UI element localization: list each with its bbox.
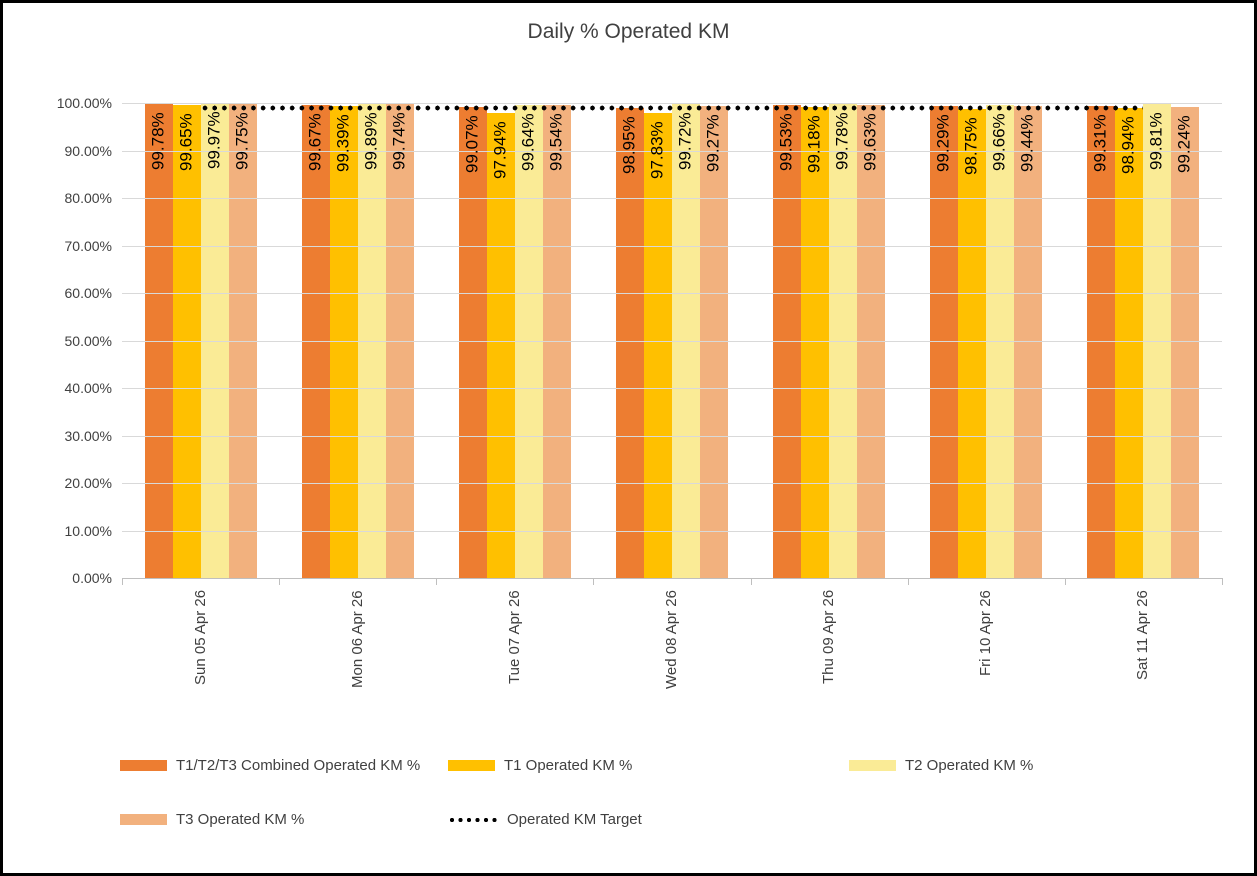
- y-axis-label: 90.00%: [64, 142, 112, 159]
- legend-item: T3 Operated KM %: [120, 811, 304, 828]
- legend-item: T1/T2/T3 Combined Operated KM %: [120, 757, 420, 774]
- legend-item: T2 Operated KM %: [849, 757, 1033, 774]
- bar-series-4: [542, 105, 571, 578]
- bar-series-2: [1115, 108, 1144, 578]
- bar-label: 99.39%: [333, 113, 353, 172]
- bar-label: 99.89%: [361, 111, 381, 170]
- axis-tick: [279, 578, 281, 585]
- bar-label: 99.72%: [675, 112, 695, 170]
- gridline: [122, 293, 1222, 294]
- axis-tick: [907, 578, 909, 585]
- bar-series-1: [1087, 106, 1116, 578]
- axis-tick: [750, 578, 752, 585]
- axis-tick: [1222, 578, 1223, 585]
- gridline: [122, 435, 1222, 437]
- axis-tick: [436, 578, 438, 585]
- y-axis-label: 40.00%: [64, 380, 112, 396]
- bar-label: 99.18%: [804, 114, 824, 173]
- chart-title: Daily % Operated KM: [527, 20, 730, 43]
- legend-label: T3 Operated KM %: [176, 811, 305, 828]
- bar-label: 99.75%: [232, 112, 252, 170]
- gridline: [122, 198, 1222, 199]
- bar-series-2: [329, 105, 358, 578]
- bar-label: 99.67%: [305, 112, 325, 171]
- bar-label: 99.54%: [546, 113, 566, 171]
- legend-swatch: [849, 760, 896, 771]
- x-axis-label: Thu 09 Apr 26: [819, 590, 837, 685]
- bar-series-2: [958, 108, 987, 578]
- bar-label: 99.53%: [776, 113, 796, 171]
- bar-label: 97.83%: [647, 121, 667, 179]
- target-line: [200, 104, 1144, 111]
- y-axis-label: 30.00%: [64, 427, 112, 444]
- bar-label: 99.31%: [1091, 114, 1111, 172]
- bar-label: 99.44%: [1017, 113, 1037, 172]
- gridline: [122, 103, 1222, 104]
- bar-series-4: [700, 106, 728, 578]
- bar-label: 99.97%: [204, 111, 224, 169]
- legend-dotted-swatch: [448, 816, 498, 823]
- bar-series-1: [616, 107, 644, 578]
- y-axis-label: 70.00%: [64, 237, 112, 254]
- bar-label: 99.81%: [1147, 111, 1167, 170]
- axis-tick: [1064, 578, 1066, 585]
- bar-series-4: [1014, 105, 1043, 578]
- legend-label: T1/T2/T3 Combined Operated KM %: [176, 757, 421, 774]
- x-axis-label: Wed 08 Apr 26: [662, 590, 680, 689]
- bar-series-4: [1171, 106, 1200, 578]
- bar-label: 99.29%: [933, 114, 953, 173]
- x-axis-label: Sun 05 Apr 26: [191, 590, 209, 686]
- bar-label: 98.75%: [961, 116, 981, 175]
- bar-series-1: [458, 107, 487, 578]
- legend-swatch: [120, 814, 167, 825]
- legend-label: T1 Operated KM %: [504, 757, 633, 774]
- y-axis-label: 50.00%: [64, 332, 112, 349]
- bar-label: 99.27%: [703, 114, 723, 173]
- bar-label: 99.24%: [1175, 114, 1195, 173]
- y-axis-label: 10.00%: [64, 522, 112, 539]
- legend-item: T1 Operated KM %: [448, 757, 632, 774]
- bar-label: 99.63%: [860, 112, 880, 171]
- bar-series-1: [930, 106, 959, 578]
- gridline: [122, 150, 1222, 152]
- legend-item: Operated KM Target: [448, 811, 642, 828]
- gridline: [122, 388, 1222, 389]
- bar-label: 99.74%: [389, 112, 409, 170]
- bar-series-1: [773, 105, 802, 578]
- legend-swatch: [448, 760, 495, 771]
- gridline: [122, 340, 1222, 342]
- gridline: [122, 245, 1222, 247]
- bar-label: 98.94%: [1119, 116, 1139, 174]
- bar-series-2: [644, 113, 672, 578]
- x-axis-label: Fri 10 Apr 26: [977, 590, 995, 676]
- y-axis-label: 20.00%: [64, 475, 112, 491]
- y-axis-label: 60.00%: [64, 285, 112, 301]
- bar-label: 99.64%: [518, 112, 538, 171]
- x-axis-label: Mon 06 Apr 26: [348, 590, 366, 688]
- bar-label: 99.07%: [462, 115, 482, 174]
- gridline: [122, 578, 1222, 579]
- x-axis-label: Tue 07 Apr 26: [505, 590, 523, 684]
- y-axis-label: 0.00%: [72, 570, 112, 586]
- bar-label: 99.78%: [832, 112, 852, 170]
- bar-series-2: [486, 112, 515, 578]
- bar-series-2: [801, 106, 830, 578]
- bar-label: 99.78%: [148, 112, 168, 170]
- bar-label: 97.94%: [490, 120, 510, 179]
- gridline: [122, 530, 1222, 532]
- axis-tick: [122, 578, 123, 585]
- gridline: [122, 483, 1222, 484]
- legend-swatch: [120, 760, 167, 771]
- y-axis-label: 100.00%: [56, 95, 112, 111]
- legend-label: T2 Operated KM %: [905, 757, 1034, 774]
- axis-tick: [593, 578, 595, 585]
- y-axis-label: 80.00%: [64, 190, 112, 206]
- bar-label: 99.65%: [176, 112, 196, 171]
- x-axis-label: Sat 11 Apr 26: [1134, 590, 1152, 680]
- bar-label: 98.95%: [619, 115, 639, 174]
- bar-label: 99.66%: [989, 112, 1009, 171]
- legend-label: Operated KM Target: [507, 811, 642, 828]
